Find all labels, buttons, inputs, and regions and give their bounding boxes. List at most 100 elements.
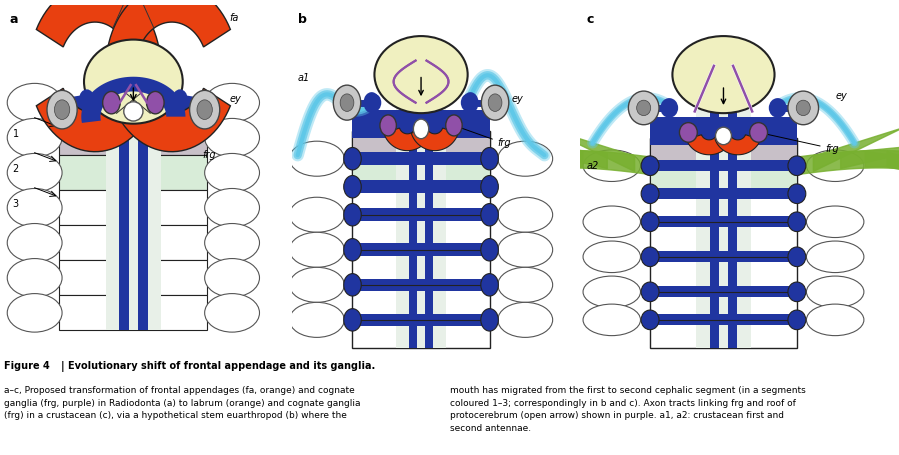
FancyBboxPatch shape [352,278,490,291]
Circle shape [769,98,787,118]
Circle shape [481,308,498,331]
Ellipse shape [84,40,182,124]
FancyBboxPatch shape [697,110,751,348]
Polygon shape [81,77,185,123]
Circle shape [788,247,806,267]
FancyBboxPatch shape [650,166,797,194]
FancyBboxPatch shape [650,116,797,145]
FancyBboxPatch shape [352,208,490,221]
FancyBboxPatch shape [352,131,490,159]
Ellipse shape [583,304,640,336]
Ellipse shape [806,304,864,336]
FancyBboxPatch shape [650,216,797,228]
Circle shape [788,156,806,176]
Circle shape [461,94,475,111]
Ellipse shape [7,188,62,227]
Circle shape [788,282,806,302]
FancyBboxPatch shape [106,120,161,330]
Circle shape [55,100,70,120]
Text: frg: frg [761,133,840,154]
Ellipse shape [289,267,344,302]
Text: a: a [10,13,19,26]
FancyBboxPatch shape [425,96,433,348]
Ellipse shape [498,232,553,268]
FancyBboxPatch shape [59,225,208,260]
Circle shape [368,94,381,111]
FancyBboxPatch shape [352,110,490,138]
Ellipse shape [205,188,260,227]
Ellipse shape [806,150,864,182]
FancyBboxPatch shape [59,260,208,295]
Text: c: c [586,13,593,26]
Circle shape [797,100,810,116]
Text: | Evolutionary shift of frontal appendage and its ganglia.: | Evolutionary shift of frontal appendag… [60,361,375,372]
Ellipse shape [7,293,62,332]
Ellipse shape [124,102,143,121]
Circle shape [641,282,659,302]
Circle shape [628,91,659,125]
Polygon shape [715,135,761,155]
Circle shape [147,91,165,114]
Circle shape [343,238,361,261]
Circle shape [488,94,502,111]
Text: 1: 1 [13,129,19,139]
FancyBboxPatch shape [396,103,446,348]
FancyBboxPatch shape [352,152,490,165]
FancyBboxPatch shape [728,103,736,348]
Ellipse shape [289,232,344,268]
Circle shape [660,98,678,118]
Circle shape [788,184,806,203]
Ellipse shape [205,258,260,297]
Text: Figure 4: Figure 4 [4,361,50,371]
Circle shape [173,89,188,109]
Circle shape [481,273,498,296]
Circle shape [380,115,396,136]
FancyBboxPatch shape [650,314,797,325]
Circle shape [641,184,659,203]
Text: frg: frg [457,126,512,148]
Circle shape [102,91,120,114]
FancyBboxPatch shape [352,243,490,256]
Circle shape [716,127,732,145]
FancyBboxPatch shape [710,103,718,348]
FancyBboxPatch shape [650,251,797,263]
Circle shape [636,100,651,116]
FancyBboxPatch shape [409,96,417,348]
FancyBboxPatch shape [650,138,797,348]
Text: fa: fa [229,13,239,23]
Polygon shape [384,128,431,151]
Circle shape [641,212,659,232]
Text: a2: a2 [586,161,599,171]
Circle shape [363,92,380,113]
Ellipse shape [205,83,260,122]
Ellipse shape [289,197,344,232]
Text: mouth has migrated from the first to second cephalic segment (in a segments
colo: mouth has migrated from the first to sec… [450,386,806,433]
Text: ey: ey [229,94,241,104]
Circle shape [343,273,361,296]
Text: ey: ey [835,91,847,101]
Text: a–c, Proposed transformation of frontal appendages (fa, orange) and cognate
gang: a–c, Proposed transformation of frontal … [4,386,361,420]
Ellipse shape [289,141,344,176]
Ellipse shape [498,197,553,232]
Circle shape [788,91,819,125]
Circle shape [343,203,361,226]
Ellipse shape [806,276,864,308]
FancyBboxPatch shape [59,155,208,190]
Ellipse shape [583,241,640,273]
Ellipse shape [289,302,344,338]
FancyBboxPatch shape [352,131,490,348]
Circle shape [343,176,361,198]
Ellipse shape [205,118,260,157]
FancyBboxPatch shape [352,313,490,326]
Circle shape [47,91,77,129]
Circle shape [481,203,498,226]
Circle shape [343,308,361,331]
Ellipse shape [205,223,260,262]
Ellipse shape [583,276,640,308]
Ellipse shape [7,153,62,192]
Text: a1: a1 [298,73,310,83]
Circle shape [340,94,354,111]
Text: ey: ey [512,94,523,104]
Ellipse shape [498,302,553,338]
Circle shape [788,310,806,330]
